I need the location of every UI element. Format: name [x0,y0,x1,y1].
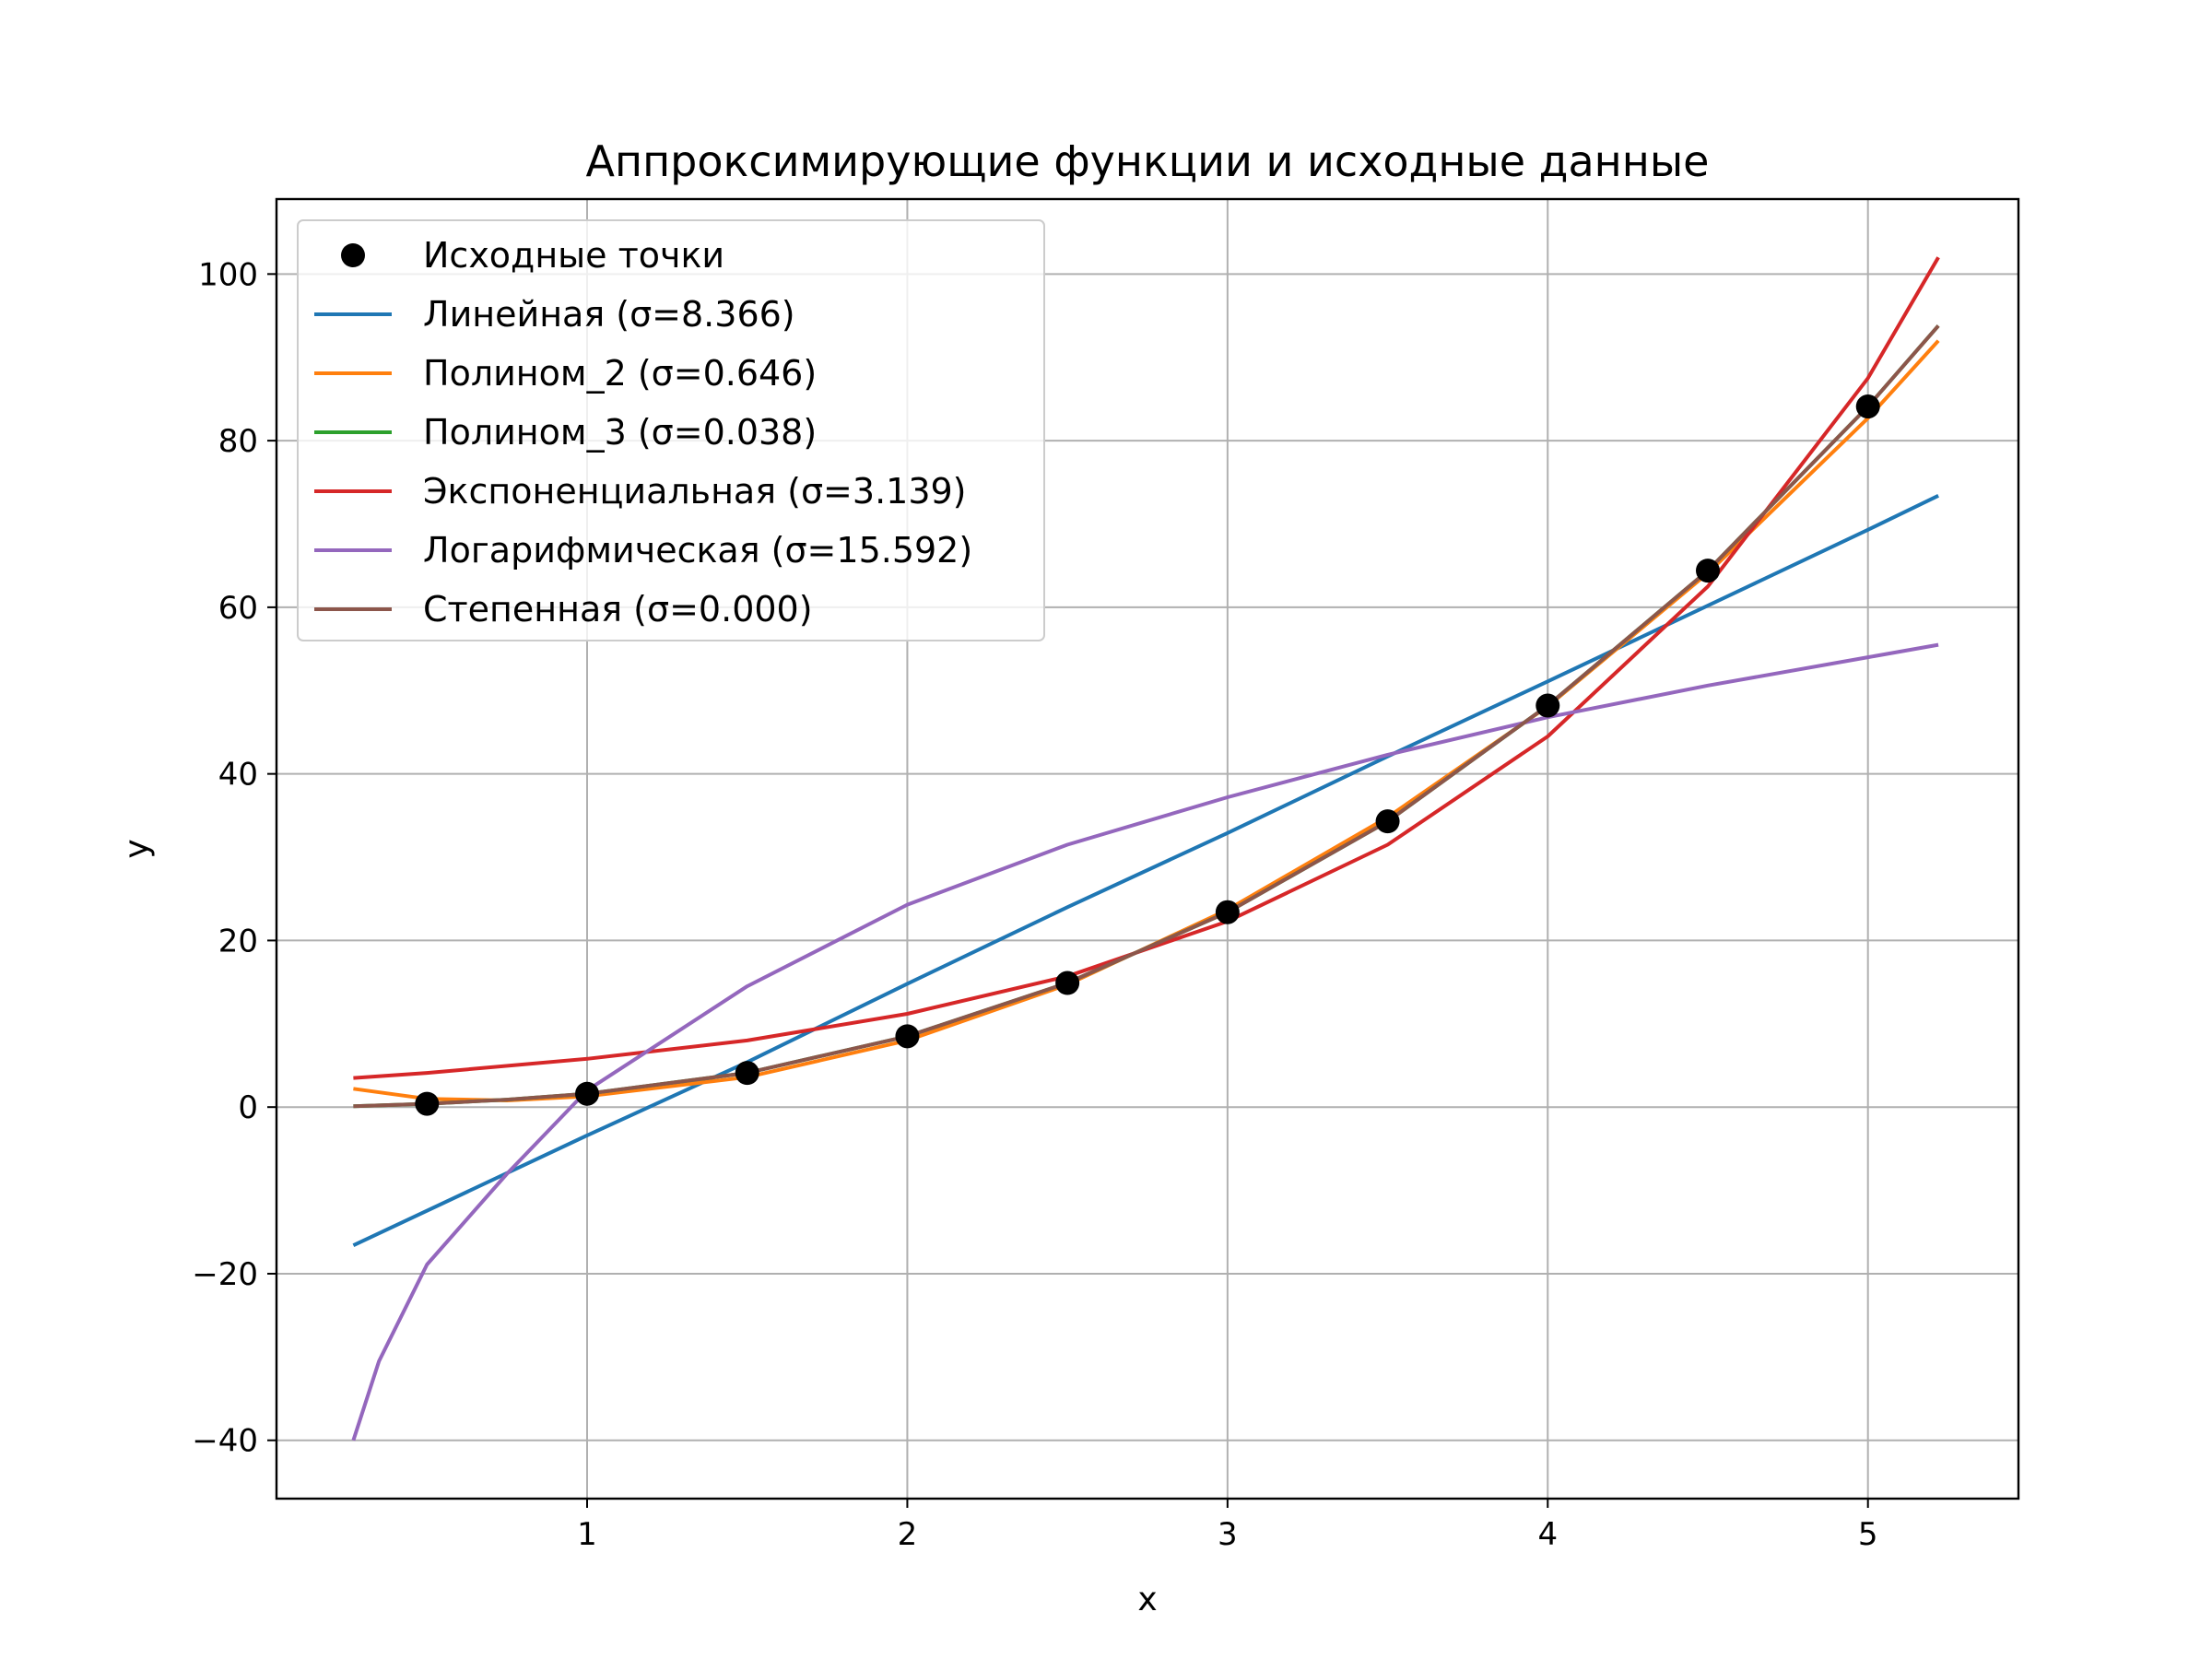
x-tick-label: 2 [898,1516,918,1553]
y-tick-label: −20 [192,1256,258,1293]
x-tick-label: 1 [577,1516,597,1553]
chart-title: Аппроксимирующие функции и исходные данн… [586,136,1710,186]
x-tick-label: 3 [1218,1516,1238,1553]
data-point [415,1091,440,1116]
data-point [1215,900,1240,924]
legend-label: Экспоненциальная (σ=3.139) [423,471,967,512]
y-tick-label: 20 [218,923,258,959]
legend-label: Линейная (σ=8.366) [423,294,795,335]
y-tick-label: 80 [218,423,258,460]
y-tick-label: −40 [192,1423,258,1460]
grid [276,199,2018,1499]
legend-label: Исходные точки [423,235,724,276]
series-line-5 [351,642,1939,1441]
data-point [1535,693,1560,718]
legend-label: Логарифмическая (σ=15.592) [423,530,972,571]
data-point [1855,394,1880,419]
legend-label: Степенная (σ=0.000) [423,589,813,629]
series-line-1 [352,493,1939,1248]
data-point [1695,559,1720,583]
data-point [735,1061,759,1086]
data-point [895,1024,920,1049]
y-tick-label: 100 [198,256,258,293]
legend: Исходные точки Линейная (σ=8.366) Полином_… [297,219,1045,641]
x-tick-label: 4 [1537,1516,1558,1553]
plot-frame [275,197,2020,1500]
y-tick-label: 0 [238,1089,258,1126]
data-point [1375,809,1400,834]
x-axis-label: x [1137,1581,1157,1618]
data-points [415,394,1880,1116]
legend-label: Полином_3 (σ=0.038) [423,412,817,453]
data-point [575,1081,600,1106]
legend-box [297,219,1045,641]
y-tick-label: 40 [218,757,258,794]
ticks: 1 2 3 4 5 −40 −20 0 20 40 60 80 100 [192,256,1877,1553]
legend-marker [341,243,365,267]
x-tick-label: 5 [1858,1516,1878,1553]
y-tick-label: 60 [218,590,258,627]
y-axis-label: y [118,839,156,858]
legend-label: Полином_2 (σ=0.646) [423,353,817,394]
data-point [1055,971,1080,995]
